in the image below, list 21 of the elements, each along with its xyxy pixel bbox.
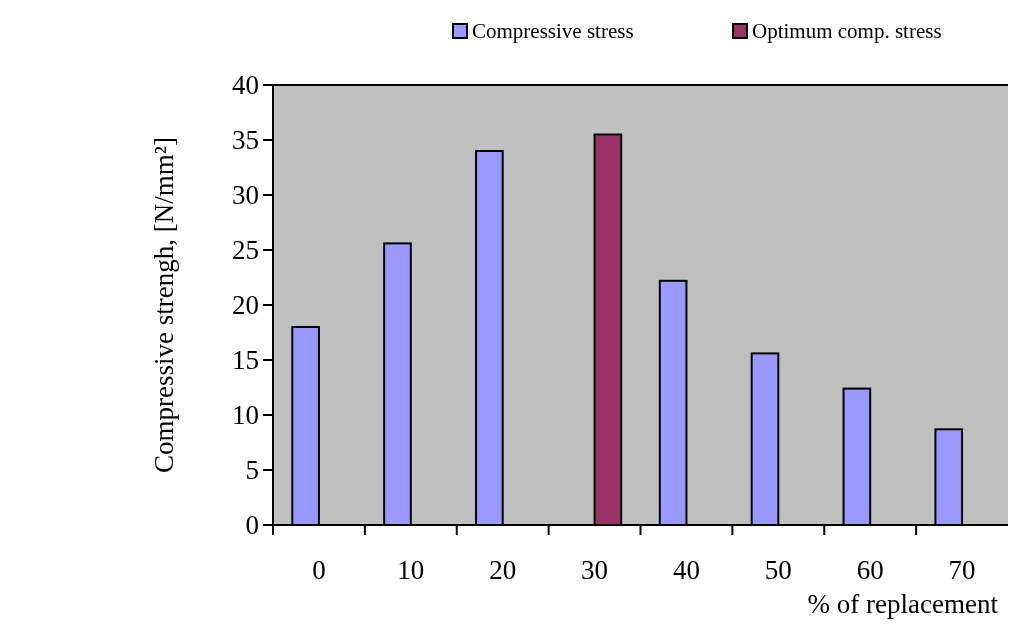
x-tick-label: 20 [489,555,517,585]
y-tick-label: 40 [232,70,259,101]
x-tick-label: 70 [948,555,976,585]
y-tick-label: 30 [232,180,259,211]
y-axis-title: Compressive strengh, [N/mm²] [149,137,179,473]
x-tick-label: 10 [397,555,425,585]
y-tick-label: 10 [232,400,259,431]
y-tick-label: 20 [232,290,259,321]
y-tick-label: 35 [232,125,259,156]
y-tick-label: 25 [232,235,259,266]
x-tick-label: 0 [312,555,326,585]
x-axis-title: % of replacement [807,589,999,619]
legend-label: Optimum comp. stress [752,19,942,43]
x-tick-label: 50 [764,555,792,585]
legend-label: Compressive stress [472,19,634,43]
x-tick-label: 40 [672,555,700,585]
x-tick-label: 30 [581,555,609,585]
y-tick-label: 0 [245,510,259,541]
y-tick-label: 15 [232,345,259,376]
y-tick-label: 5 [245,455,259,486]
x-tick-label: 60 [856,555,884,585]
